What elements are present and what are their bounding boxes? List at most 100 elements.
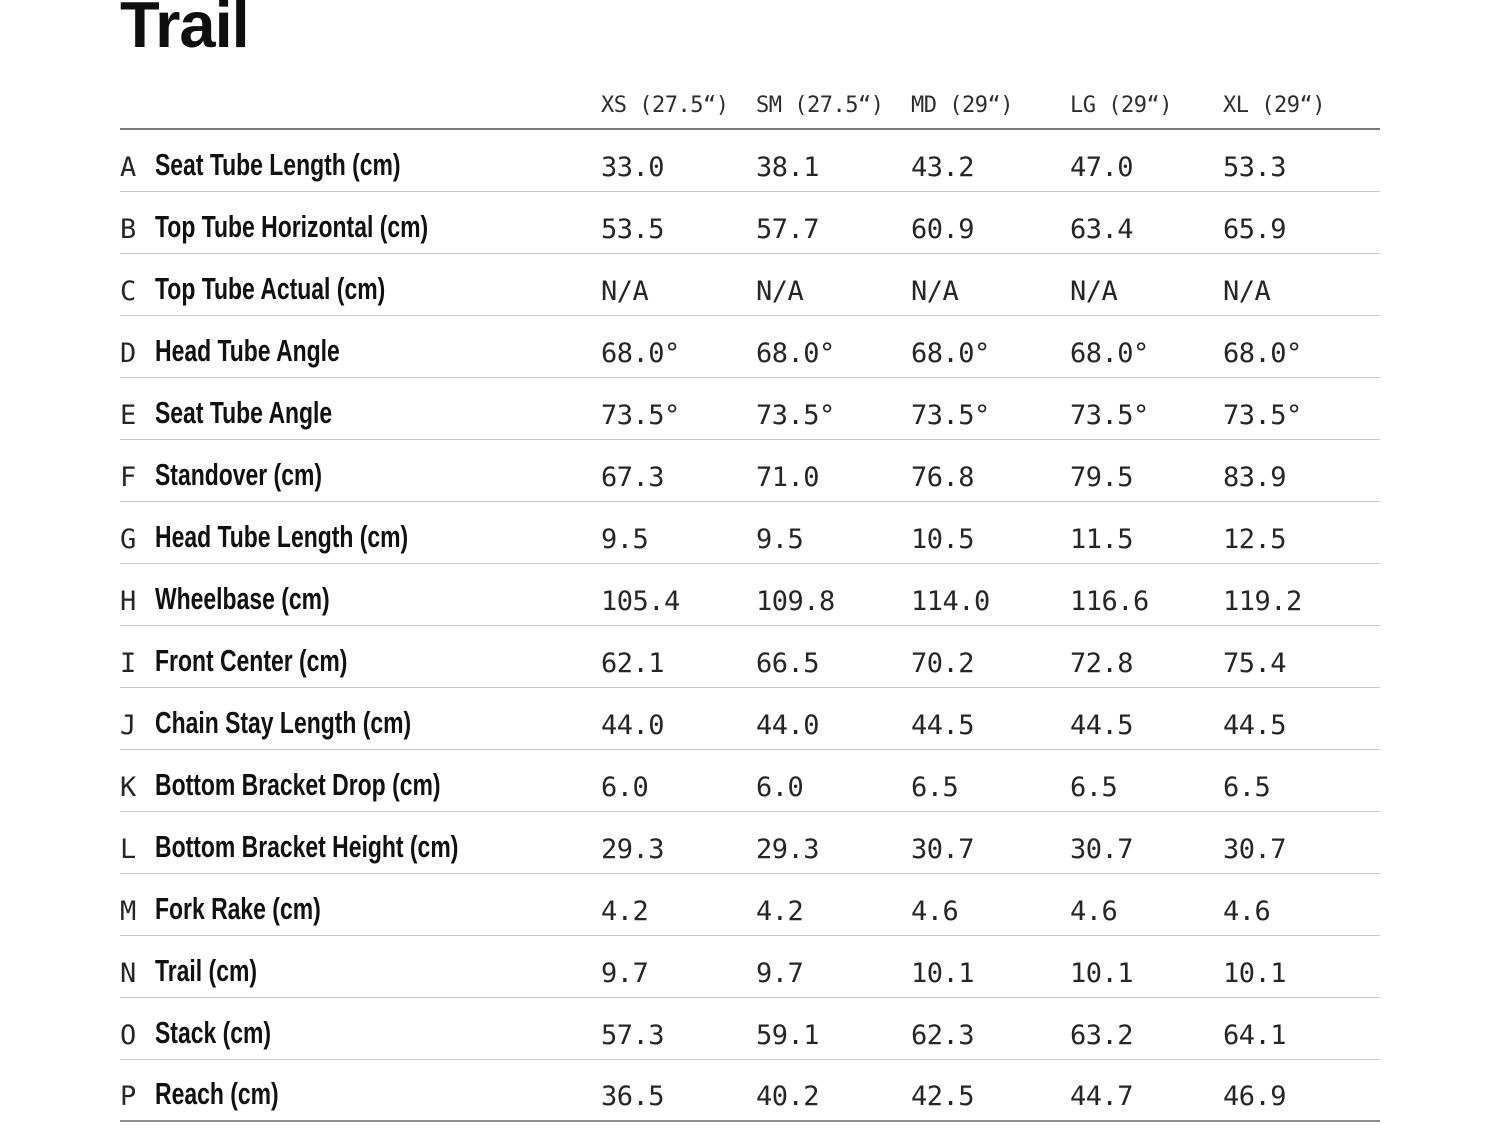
row-value-xl: 4.6	[1223, 896, 1271, 927]
row-label-text: Fork Rake (cm)	[155, 891, 321, 926]
row-value-md: 42.5	[911, 1081, 975, 1112]
row-value-lg: 10.1	[1070, 958, 1134, 989]
row-value-lg: 72.8	[1070, 648, 1134, 679]
row-label-text: Trail (cm)	[155, 953, 257, 988]
row-value-md: 70.2	[911, 648, 975, 679]
row-value-xs: 67.3	[601, 462, 665, 493]
row-value-xs: 9.5	[601, 524, 649, 555]
row-value-xl: 68.0°	[1223, 338, 1302, 369]
row-label-text: Seat Tube Length (cm)	[155, 147, 401, 182]
size-column-header: XS (27.5“)	[601, 93, 729, 118]
row-value-xs: 68.0°	[601, 338, 680, 369]
row-label-text: Stack (cm)	[155, 1015, 272, 1050]
row-value-xs: 105.4	[601, 586, 680, 617]
table-row: A Seat Tube Length (cm) 33.0 38.1 43.2 4…	[120, 130, 1380, 192]
row-value-sm: 9.7	[756, 958, 804, 989]
row-value-xs: 29.3	[601, 834, 665, 865]
row-value-lg: 116.6	[1070, 586, 1149, 617]
row-value-xs: 36.5	[601, 1081, 665, 1112]
row-value-sm: 68.0°	[756, 338, 835, 369]
table-row: D Head Tube Angle 68.0° 68.0° 68.0° 68.0…	[120, 316, 1380, 378]
row-value-lg: 47.0	[1070, 152, 1134, 183]
row-label: Bottom Bracket Drop (cm)	[155, 767, 601, 811]
row-label: Head Tube Angle	[155, 333, 601, 377]
row-value-sm: 44.0	[756, 710, 820, 741]
row-letter: N	[120, 958, 136, 989]
row-letter: I	[120, 648, 136, 679]
row-label-text: Reach (cm)	[155, 1076, 279, 1111]
row-value-sm: 29.3	[756, 834, 820, 865]
row-value-lg: 6.5	[1070, 772, 1118, 803]
row-value-lg: N/A	[1070, 276, 1118, 307]
row-label-text: Standover (cm)	[155, 457, 322, 492]
row-value-md: 44.5	[911, 710, 975, 741]
row-value-xs: N/A	[601, 276, 649, 307]
row-value-xs: 53.5	[601, 214, 665, 245]
row-value-md: 6.5	[911, 772, 959, 803]
row-letter: G	[120, 524, 136, 555]
row-value-sm: N/A	[756, 276, 804, 307]
table-row: B Top Tube Horizontal (cm) 53.5 57.7 60.…	[120, 192, 1380, 254]
row-label-text: Head Tube Length (cm)	[155, 519, 409, 554]
row-label: Top Tube Horizontal (cm)	[155, 209, 601, 253]
table-row: M Fork Rake (cm) 4.2 4.2 4.6 4.6 4.6	[120, 874, 1380, 936]
row-value-md: 60.9	[911, 214, 975, 245]
row-label: Bottom Bracket Height (cm)	[155, 829, 601, 873]
table-row: J Chain Stay Length (cm) 44.0 44.0 44.5 …	[120, 688, 1380, 750]
table-row: L Bottom Bracket Height (cm) 29.3 29.3 3…	[120, 812, 1380, 874]
row-value-md: 43.2	[911, 152, 975, 183]
table-row: O Stack (cm) 57.3 59.1 62.3 63.2 64.1	[120, 998, 1380, 1060]
size-column-header: XL (29“)	[1223, 93, 1325, 118]
row-letter: B	[120, 214, 136, 245]
page-title: Trail	[120, 0, 250, 61]
row-value-lg: 44.7	[1070, 1081, 1134, 1112]
row-value-md: 114.0	[911, 586, 990, 617]
row-value-xl: 75.4	[1223, 648, 1287, 679]
row-letter: J	[120, 710, 136, 741]
row-value-xl: 46.9	[1223, 1081, 1287, 1112]
table-row: P Reach (cm) 36.5 40.2 42.5 44.7 46.9	[120, 1060, 1380, 1122]
row-letter: F	[120, 462, 136, 493]
table-row: E Seat Tube Angle 73.5° 73.5° 73.5° 73.5…	[120, 378, 1380, 440]
row-value-sm: 4.2	[756, 896, 804, 927]
row-label: Wheelbase (cm)	[155, 581, 601, 625]
row-value-xs: 57.3	[601, 1020, 665, 1051]
row-value-sm: 66.5	[756, 648, 820, 679]
row-value-xl: 65.9	[1223, 214, 1287, 245]
row-value-sm: 73.5°	[756, 400, 835, 431]
row-value-md: 68.0°	[911, 338, 990, 369]
row-value-md: 10.5	[911, 524, 975, 555]
row-value-md: 73.5°	[911, 400, 990, 431]
row-label: Reach (cm)	[155, 1076, 601, 1120]
table-row: C Top Tube Actual (cm) N/A N/A N/A N/A N…	[120, 254, 1380, 316]
row-value-xs: 73.5°	[601, 400, 680, 431]
row-value-xl: 30.7	[1223, 834, 1287, 865]
row-value-md: 10.1	[911, 958, 975, 989]
row-value-xl: 6.5	[1223, 772, 1271, 803]
row-value-xs: 4.2	[601, 896, 649, 927]
row-value-md: 62.3	[911, 1020, 975, 1051]
row-value-xl: 53.3	[1223, 152, 1287, 183]
row-letter: O	[120, 1020, 136, 1051]
row-value-xl: 73.5°	[1223, 400, 1302, 431]
row-letter: E	[120, 400, 136, 431]
table-row: H Wheelbase (cm) 105.4 109.8 114.0 116.6…	[120, 564, 1380, 626]
row-value-xs: 9.7	[601, 958, 649, 989]
row-value-xl: N/A	[1223, 276, 1271, 307]
row-letter: M	[120, 896, 136, 927]
table-row: K Bottom Bracket Drop (cm) 6.0 6.0 6.5 6…	[120, 750, 1380, 812]
row-value-sm: 57.7	[756, 214, 820, 245]
row-value-xl: 119.2	[1223, 586, 1302, 617]
row-value-sm: 40.2	[756, 1081, 820, 1112]
row-value-lg: 68.0°	[1070, 338, 1149, 369]
row-value-sm: 71.0	[756, 462, 820, 493]
row-label: Trail (cm)	[155, 953, 601, 997]
row-label-text: Wheelbase (cm)	[155, 581, 330, 616]
header-label-spacer	[155, 118, 601, 128]
row-letter: P	[120, 1081, 136, 1112]
row-letter: C	[120, 276, 136, 307]
row-letter: D	[120, 338, 136, 369]
row-value-lg: 4.6	[1070, 896, 1118, 927]
row-value-xl: 64.1	[1223, 1020, 1287, 1051]
